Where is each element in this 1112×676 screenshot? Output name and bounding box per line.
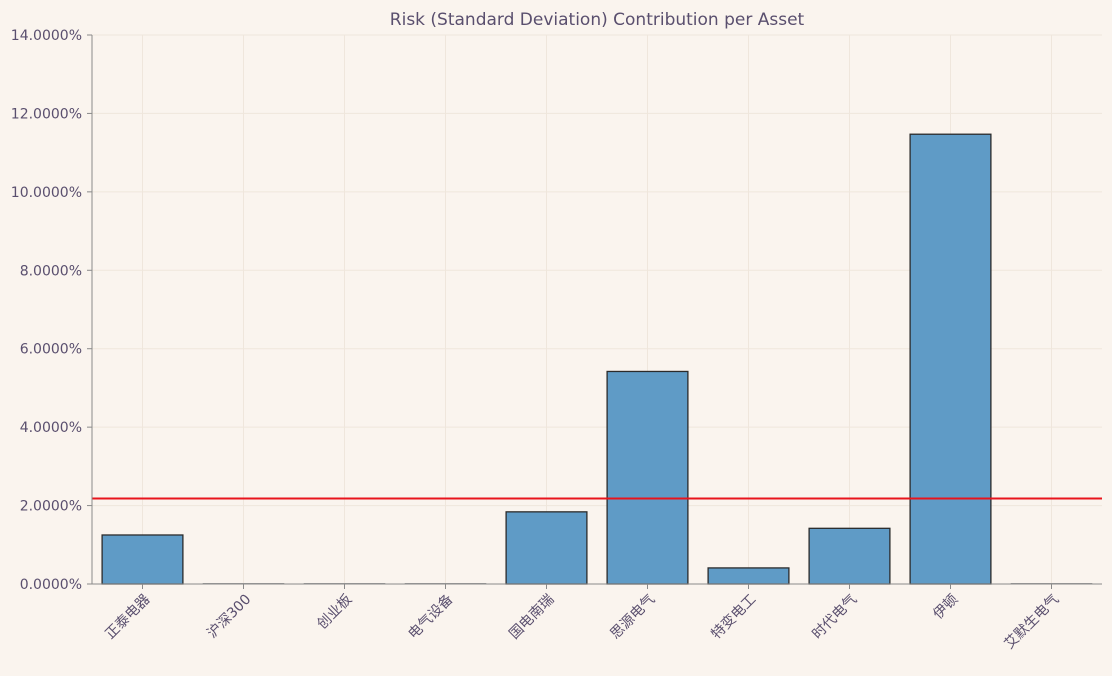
- x-tick-label: 创业板: [314, 592, 355, 633]
- y-tick-label: 2.0000%: [20, 499, 82, 515]
- y-tick-label: 8.0000%: [20, 263, 82, 279]
- x-tick-label: 时代电气: [809, 592, 860, 643]
- bar-6: [707, 567, 790, 585]
- bar-0: [101, 534, 184, 585]
- y-tick-label: 12.0000%: [11, 106, 82, 122]
- x-tick-label: 电气设备: [405, 591, 457, 643]
- bar-7: [808, 527, 891, 585]
- x-tick-label: 国电南瑞: [506, 592, 557, 643]
- bar-4: [505, 511, 588, 585]
- bar-5: [606, 370, 689, 585]
- bars-layer: [101, 133, 1093, 585]
- y-tick-label: 4.0000%: [20, 420, 82, 436]
- x-tick-labels: 正泰电器 沪深300 创业板 电气设备 国电南瑞 思源电气 特变电工 时代电气 伊顿 艾默生电气: [102, 591, 1062, 653]
- y-tick-label: 10.0000%: [11, 185, 82, 201]
- x-tick-label: 伊顿: [930, 592, 961, 623]
- bar-8: [909, 133, 992, 585]
- y-tick-label: 6.0000%: [20, 342, 82, 358]
- y-tick-label: 0.0000%: [20, 577, 82, 593]
- x-tick-label: 正泰电器: [102, 592, 153, 643]
- chart-title: Risk (Standard Deviation) Contribution p…: [390, 10, 805, 30]
- x-tick-label: 特变电工: [708, 592, 759, 643]
- y-tick-labels: 0.0000% 2.0000% 4.0000% 6.0000% 8.0000% 10.00…: [11, 28, 82, 593]
- x-tick-label: 艾默生电气: [1002, 592, 1063, 653]
- axis-layer: [87, 34, 1102, 589]
- y-tick-label: 14.0000%: [11, 28, 82, 44]
- x-tick-label: 沪深300: [204, 592, 254, 642]
- x-tick-label: 思源电气: [607, 592, 658, 643]
